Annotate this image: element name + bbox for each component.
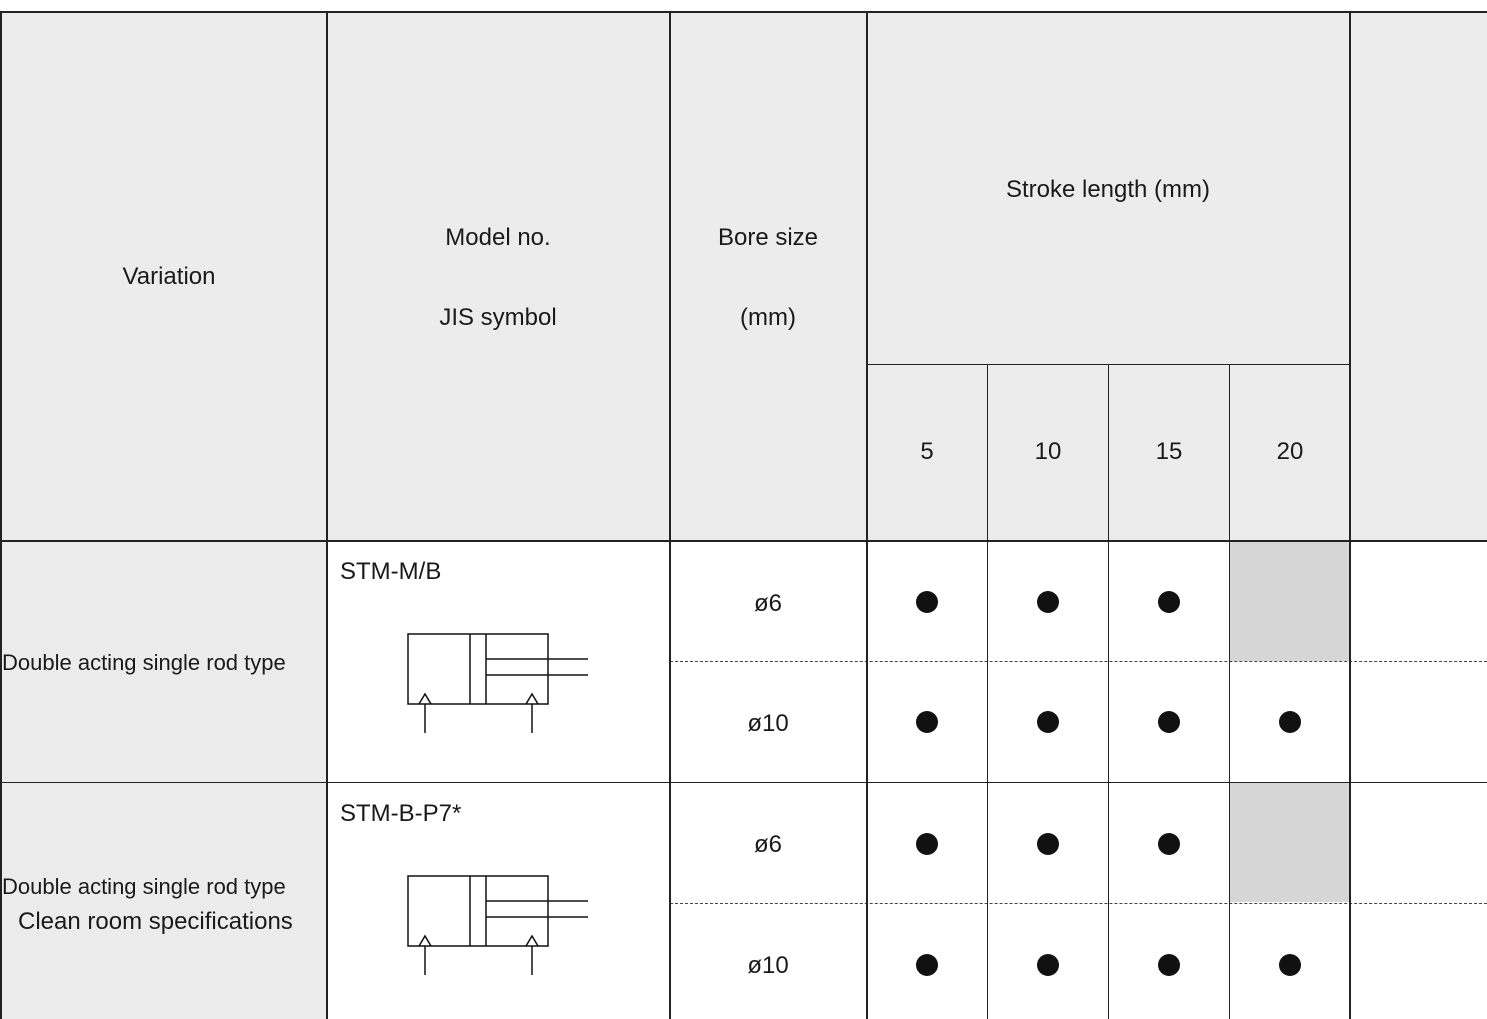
variation-cell-row-1 [0,541,327,782]
header-model-no: Model no. [445,224,551,251]
header-stroke-5: 5 [920,438,934,465]
column-divider [326,11,328,1019]
double-acting-single-rod-cylinder-icon [407,633,588,733]
availability-dot [1279,954,1301,976]
availability-dot [1158,954,1180,976]
bore-size-value: ø10 [747,710,789,737]
stroke-column-divider [1108,364,1109,1019]
availability-dot [1037,954,1059,976]
header-stroke-10: 10 [1034,438,1062,465]
header-jis-symbol: JIS symbol [439,304,557,331]
model-number: STM-M/B [340,558,442,585]
bore-size-value: ø10 [747,952,789,979]
header-stroke-15: 15 [1155,438,1183,465]
unavailable-cell [1230,783,1350,902]
column-divider [669,11,671,1019]
availability-dot [916,711,938,733]
variation-sublabel: Clean room specifications [18,908,293,935]
availability-dot [1158,833,1180,855]
unavailable-cell [1230,542,1350,661]
header-divider [0,540,1487,542]
stroke-column-divider [987,364,988,1019]
availability-dot [916,954,938,976]
column-divider [866,11,868,1019]
table-border-left [0,11,2,1019]
availability-dot [916,591,938,613]
row-divider [0,782,1487,783]
availability-dot [1037,833,1059,855]
availability-dot [1158,711,1180,733]
table-header [0,12,1487,541]
availability-dot [1279,711,1301,733]
header-stroke-20: 20 [1276,438,1304,465]
model-number: STM-B-P7* [340,800,462,827]
availability-dot [916,833,938,855]
table-border-top [0,11,1487,13]
header-bore-size: Bore size [717,224,819,251]
stroke-column-divider [1229,364,1230,1019]
header-stroke-length: Stroke length (mm) [1005,176,1211,203]
bore-size-value: ø6 [753,831,783,858]
variation-cell-row-2 [0,782,327,1019]
double-acting-single-rod-cylinder-icon [407,875,588,975]
header-variation: Variation [122,263,216,290]
availability-dot [1037,711,1059,733]
column-divider [1349,11,1351,1019]
availability-dot [1037,591,1059,613]
bore-divider [670,661,1487,662]
bore-divider [670,903,1487,904]
variation-label: Double acting single rod type [2,874,286,899]
variation-label: Double acting single rod type [2,650,286,675]
availability-dot [1158,591,1180,613]
bore-size-value: ø6 [753,590,783,617]
header-bore-unit: (mm) [740,304,796,331]
